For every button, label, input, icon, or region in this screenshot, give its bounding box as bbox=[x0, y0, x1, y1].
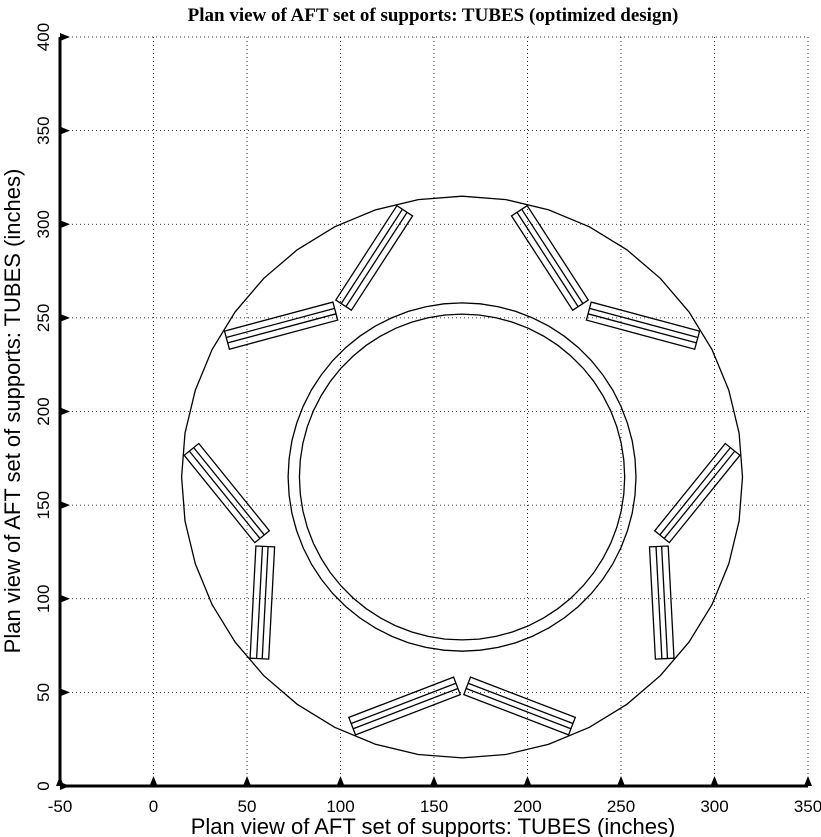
tick-labels: -50 0 50 100 150 200 250 300 350 0 50 100 150 200 250 3… bbox=[34, 23, 821, 816]
tube-support-line bbox=[352, 687, 459, 730]
tube-support-outline bbox=[648, 545, 675, 660]
tube-support-line bbox=[193, 447, 265, 536]
tube-support-outline bbox=[334, 204, 414, 312]
y-tick-label: 50 bbox=[34, 683, 53, 702]
x-tick-label: 100 bbox=[326, 797, 354, 816]
tube-support-outline bbox=[347, 676, 462, 736]
tube-support-line bbox=[188, 450, 261, 539]
tube-support-line bbox=[660, 546, 669, 659]
tube-support-line bbox=[663, 450, 736, 539]
tube-support-outline bbox=[462, 676, 577, 736]
tube-support-outline bbox=[585, 301, 701, 350]
x-tick-label: -50 bbox=[48, 797, 73, 816]
tube-support-outline bbox=[223, 301, 339, 350]
grid-lines bbox=[60, 36, 809, 786]
y-tick-label: 100 bbox=[34, 585, 53, 613]
x-tick-label: 350 bbox=[794, 797, 821, 816]
x-tick-label: 150 bbox=[420, 797, 448, 816]
x-tick-mark bbox=[617, 776, 625, 786]
y-tick-mark bbox=[60, 33, 70, 41]
tube-support-line bbox=[227, 313, 337, 344]
x-tick-label: 300 bbox=[700, 797, 728, 816]
tube-support-outline bbox=[653, 442, 741, 544]
tube-support-line bbox=[521, 208, 584, 304]
outer-circle bbox=[180, 195, 744, 759]
y-tick-label: 250 bbox=[34, 304, 53, 332]
y-tick-label: 400 bbox=[34, 23, 53, 51]
x-tick-mark bbox=[336, 776, 345, 786]
tube-support-line bbox=[589, 307, 699, 339]
tube-support-line bbox=[350, 682, 457, 725]
x-tick-mark bbox=[430, 776, 438, 786]
figure-title: Plan view of AFT set of supports: TUBES … bbox=[188, 5, 679, 26]
x-tick-label: 0 bbox=[149, 797, 158, 816]
axes bbox=[56, 33, 812, 790]
y-tick-label: 350 bbox=[34, 116, 53, 144]
tube-support-outline bbox=[510, 204, 590, 312]
x-tick-mark bbox=[149, 776, 158, 786]
tube-support-line bbox=[659, 447, 731, 536]
tube-support-line bbox=[655, 546, 663, 659]
ring-outer-edge bbox=[287, 302, 637, 652]
x-tick-label: 50 bbox=[238, 797, 257, 816]
y-tick-label: 0 bbox=[34, 781, 53, 790]
plot-shapes bbox=[180, 195, 744, 759]
tube-support-line bbox=[467, 682, 574, 725]
y-tick-mark bbox=[60, 126, 70, 135]
y-tick-mark bbox=[60, 688, 70, 697]
x-axis-label: Plan view of AFT set of supports: TUBES … bbox=[191, 814, 676, 837]
x-tick-mark bbox=[243, 776, 251, 786]
y-tick-label: 200 bbox=[34, 397, 53, 425]
x-tick-mark bbox=[710, 776, 719, 786]
tube-support-line bbox=[587, 313, 697, 344]
y-axis-label: Plan view of AFT set of supports: TUBES … bbox=[0, 169, 25, 654]
tube-support-line bbox=[255, 546, 264, 659]
tube-support-outline bbox=[183, 442, 271, 544]
y-tick-label: 300 bbox=[34, 210, 53, 238]
tube-support-line bbox=[465, 687, 572, 730]
ring-inner-edge bbox=[298, 313, 626, 641]
x-tick-mark bbox=[523, 776, 532, 786]
y-tick-mark bbox=[60, 501, 70, 510]
y-tick-mark bbox=[60, 407, 70, 416]
tube-support-line bbox=[516, 212, 579, 307]
x-tick-label: 250 bbox=[607, 797, 635, 816]
y-tick-mark bbox=[60, 220, 70, 229]
y-tick-mark bbox=[60, 594, 70, 603]
tube-support-outline bbox=[249, 545, 276, 660]
x-tick-label: 200 bbox=[513, 797, 541, 816]
x-tick-mark bbox=[804, 776, 812, 786]
tube-support-line bbox=[226, 307, 335, 339]
y-tick-mark bbox=[60, 313, 70, 322]
y-tick-label: 150 bbox=[34, 491, 53, 519]
tube-support-line bbox=[340, 208, 403, 304]
tube-support-line bbox=[261, 546, 269, 659]
tube-support-line bbox=[345, 212, 408, 307]
